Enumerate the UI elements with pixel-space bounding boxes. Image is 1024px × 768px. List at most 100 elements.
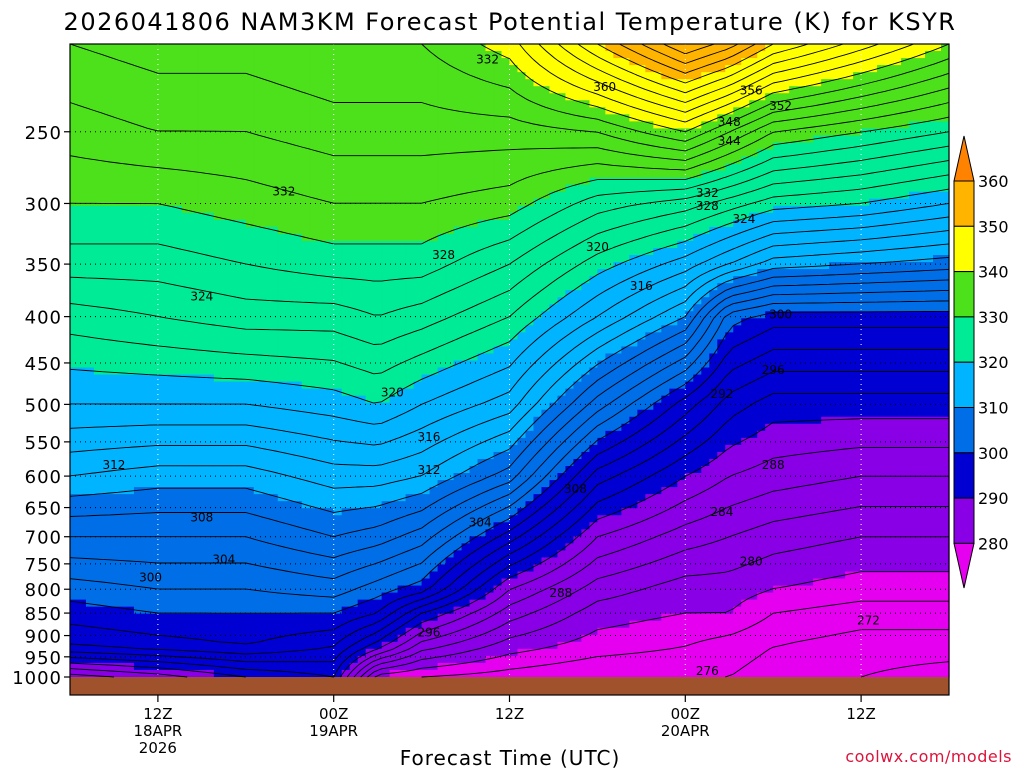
theta-cell	[653, 44, 662, 73]
theta-cell	[261, 494, 271, 615]
theta-cell	[197, 374, 207, 488]
theta-cell	[557, 473, 567, 551]
theta-cell	[925, 121, 934, 193]
theta-cell	[645, 620, 654, 678]
theta-cell	[781, 93, 790, 144]
theta-cell	[525, 648, 535, 678]
theta-cell	[725, 332, 734, 446]
theta-cell	[173, 374, 183, 488]
theta-cell	[509, 65, 519, 214]
theta-cell	[925, 416, 934, 573]
theta-cell	[541, 44, 551, 87]
isotherm-340	[479, 43, 950, 133]
theta-cell	[165, 613, 175, 671]
colorbar-label: 290	[978, 489, 1009, 508]
theta-cell	[701, 466, 710, 615]
isotherm-332	[69, 102, 950, 204]
contour-label: 332	[272, 184, 295, 198]
theta-cell	[413, 44, 423, 242]
x-tick-label: 12Z	[143, 705, 172, 723]
theta-cell	[141, 487, 151, 615]
theta-cell	[565, 44, 575, 101]
theta-cell	[229, 487, 239, 615]
contour-label: 296	[417, 625, 440, 639]
theta-cell	[853, 416, 862, 573]
theta-cell	[85, 662, 95, 678]
theta-cell	[141, 205, 151, 376]
theta-cell	[741, 599, 750, 678]
theta-cell	[493, 51, 503, 221]
theta-cell	[517, 205, 527, 333]
theta-cell	[709, 353, 718, 460]
contour-label: 348	[718, 115, 741, 129]
isotherm-288	[69, 446, 949, 678]
theta-cell	[397, 240, 407, 390]
theta-cell	[909, 571, 918, 678]
theta-cell	[317, 44, 327, 242]
theta-cell	[461, 662, 471, 678]
theta-cell	[445, 613, 455, 664]
theta-cell	[829, 44, 838, 80]
theta-cell	[541, 557, 551, 650]
y-tick-label: 750	[25, 555, 62, 576]
theta-cell	[405, 669, 415, 678]
theta-cell	[317, 613, 327, 678]
theta-cell	[589, 177, 598, 277]
theta-cell	[861, 128, 870, 207]
theta-cell	[405, 494, 415, 587]
theta-cell	[733, 606, 742, 678]
theta-cell	[133, 374, 143, 488]
theta-cell	[885, 128, 894, 200]
theta-cell	[749, 44, 758, 59]
theta-cell	[373, 648, 383, 678]
theta-cell	[229, 613, 239, 678]
theta-cell	[725, 613, 734, 678]
theta-cell	[70, 44, 79, 207]
theta-cell	[533, 564, 543, 650]
theta-cell	[485, 655, 495, 678]
theta-cell	[693, 177, 702, 235]
contour-label: 296	[762, 363, 785, 377]
theta-cell	[253, 494, 263, 615]
contour-label: 308	[190, 511, 213, 525]
theta-cell	[845, 205, 854, 263]
theta-cell	[509, 515, 519, 580]
theta-cell	[373, 599, 383, 650]
theta-cell	[837, 262, 846, 312]
theta-cell	[677, 128, 686, 179]
theta-cell	[853, 205, 862, 263]
theta-cell	[117, 205, 127, 376]
theta-cell	[205, 44, 215, 214]
contour-label: 292	[710, 387, 733, 401]
theta-cell	[885, 65, 894, 129]
theta-cell	[301, 44, 311, 242]
theta-cell	[693, 473, 702, 615]
theta-cell	[613, 353, 622, 432]
theta-cell	[557, 297, 567, 397]
theta-cell	[229, 219, 239, 383]
theta-cell	[669, 388, 678, 488]
colorbar-label: 300	[978, 444, 1009, 463]
theta-cell	[725, 44, 734, 66]
theta-cell	[509, 655, 519, 678]
theta-cell	[869, 128, 878, 200]
theta-cell	[797, 311, 806, 425]
theta-cell	[117, 44, 127, 207]
theta-cell	[613, 430, 622, 516]
y-tick-label: 550	[25, 433, 62, 454]
theta-cell	[613, 515, 622, 629]
theta-cell	[365, 508, 375, 601]
theta-cell	[685, 613, 694, 678]
contour-label: 288	[549, 586, 572, 600]
theta-cell	[869, 198, 878, 263]
theta-cell	[381, 44, 391, 242]
theta-cell	[717, 339, 726, 453]
theta-cell	[109, 374, 119, 495]
theta-cell	[893, 128, 902, 200]
theta-cell	[645, 121, 654, 179]
theta-cell	[837, 205, 846, 263]
theta-cell	[773, 142, 782, 207]
theta-cell	[381, 240, 391, 404]
theta-cell	[445, 367, 455, 481]
theta-cell	[293, 613, 303, 678]
